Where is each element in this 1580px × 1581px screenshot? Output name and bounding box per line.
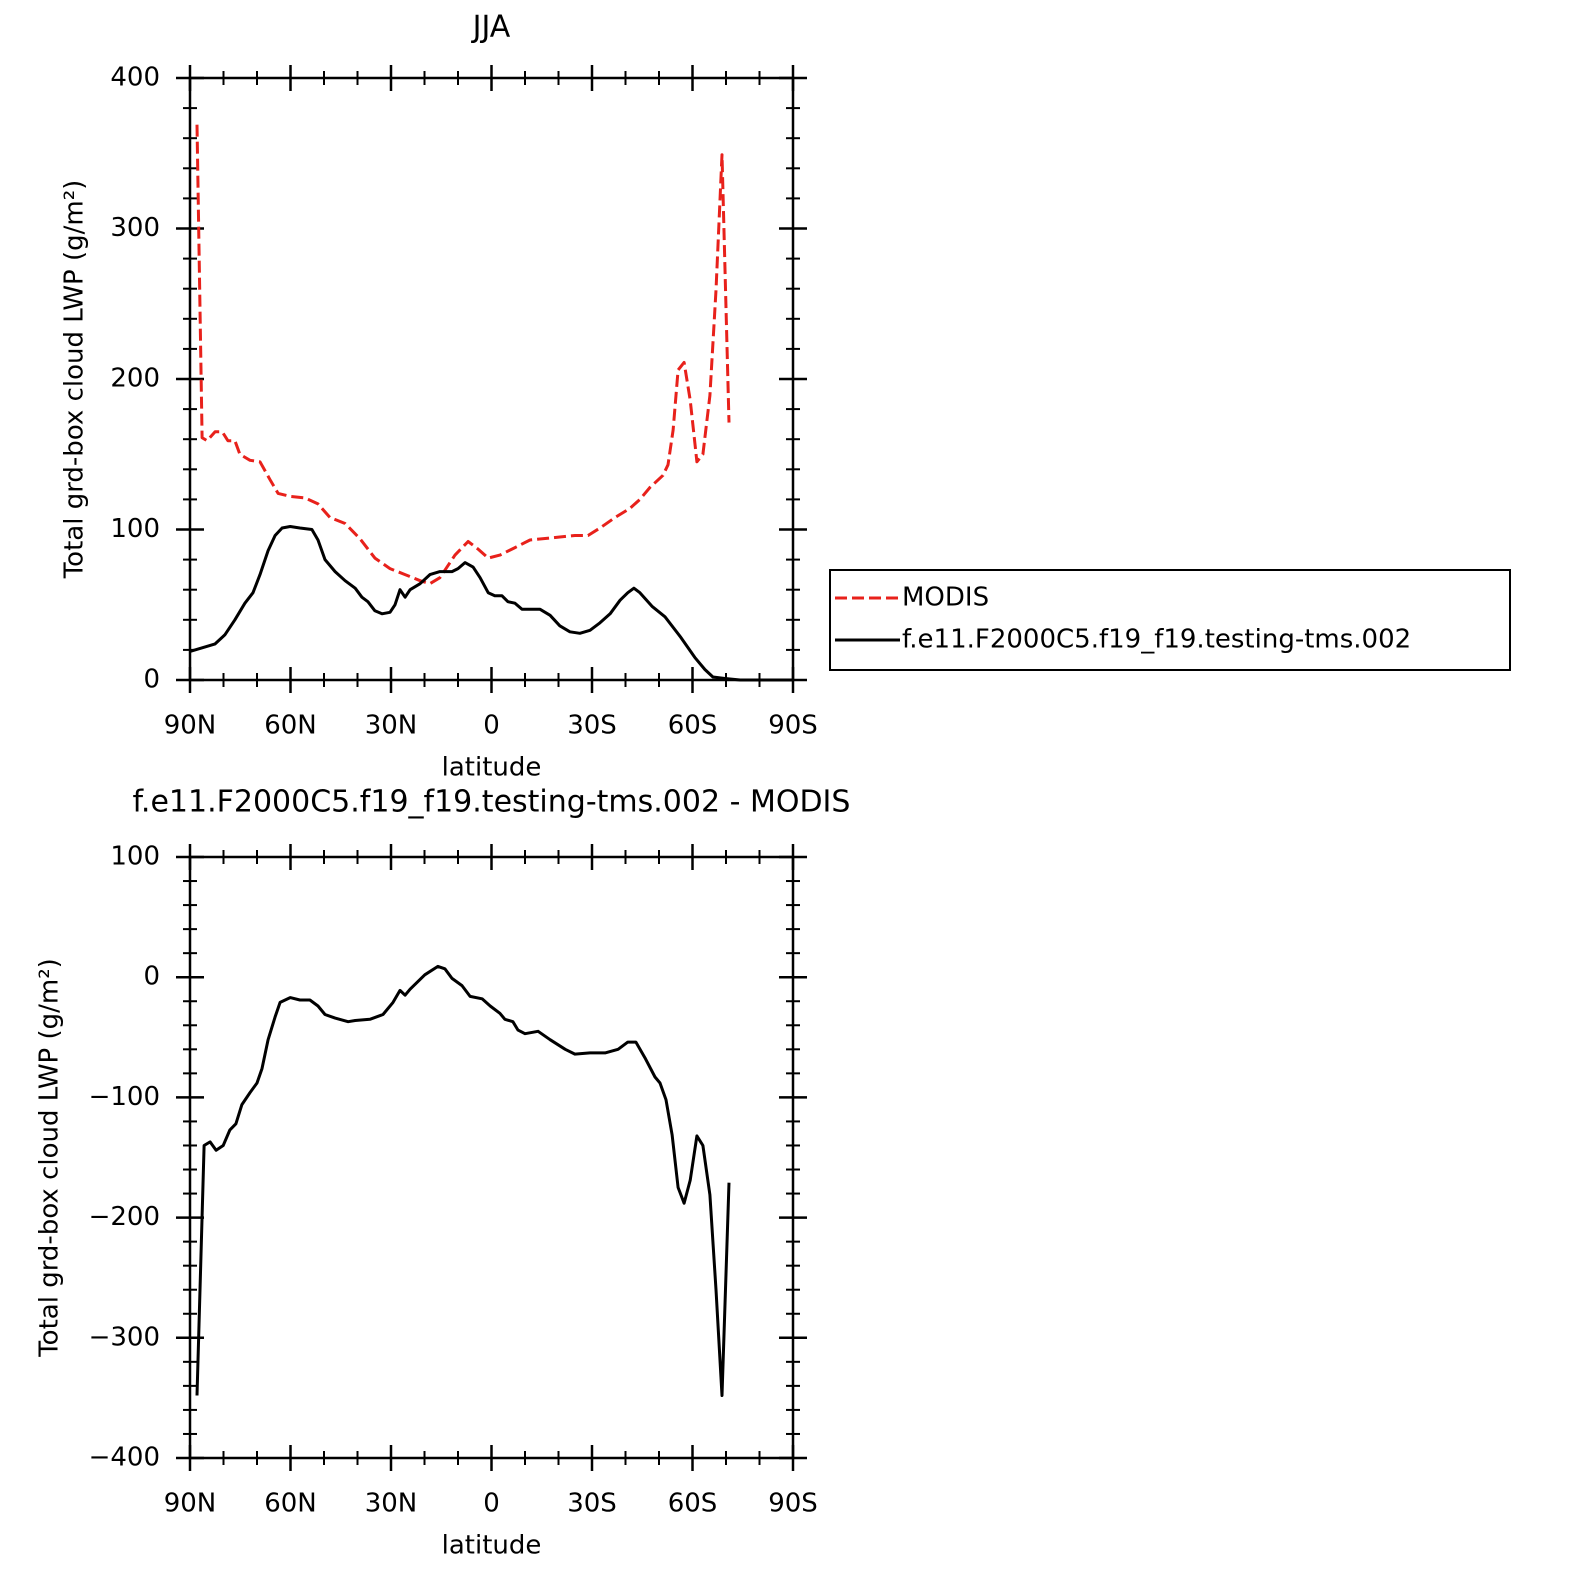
x-tick-label: 60S: [668, 1489, 718, 1519]
chart-title: JJA: [471, 10, 511, 45]
y-axis-label: Total grd-box cloud LWP (g/m²): [35, 958, 65, 1358]
x-tick-label: 60N: [264, 711, 317, 741]
x-tick-label: 90S: [768, 711, 818, 741]
x-tick-label: 30N: [365, 711, 418, 741]
data-line: [195, 124, 731, 586]
y-tick-label: −200: [89, 1202, 160, 1232]
x-axis-label: latitude: [442, 1531, 542, 1561]
y-tick-label: −300: [89, 1322, 160, 1352]
legend-box: [829, 569, 1511, 671]
x-axis-label: latitude: [442, 753, 542, 783]
plot-frame: [188, 855, 795, 1460]
x-tick-label: 30S: [567, 1489, 617, 1519]
x-tick-label: 90N: [164, 1489, 217, 1519]
y-axis-label: Total grd-box cloud LWP (g/m²): [60, 180, 90, 580]
x-tick-label: 60N: [264, 1489, 317, 1519]
legend-label: MODIS: [902, 583, 989, 613]
x-tick-label: 0: [483, 1489, 500, 1519]
data-line: [195, 964, 731, 1397]
x-tick-label: 30N: [365, 1489, 418, 1519]
legend-label: f.e11.F2000C5.f19_f19.testing-tms.002: [902, 625, 1411, 655]
y-tick-label: −400: [89, 1443, 160, 1473]
y-tick-label: −100: [89, 1082, 160, 1112]
chart-title: f.e11.F2000C5.f19_f19.testing-tms.002 - …: [133, 785, 851, 820]
x-tick-label: 90S: [768, 1489, 818, 1519]
data-line: [189, 525, 793, 682]
x-tick-label: 60S: [668, 711, 718, 741]
x-tick-label: 90N: [164, 711, 217, 741]
x-tick-label: 30S: [567, 711, 617, 741]
y-tick-label: 0: [143, 962, 160, 992]
x-tick-label: 0: [483, 711, 500, 741]
y-tick-label: 300: [110, 213, 160, 243]
y-tick-label: 100: [110, 842, 160, 872]
y-tick-label: 100: [110, 514, 160, 544]
y-tick-label: 400: [110, 63, 160, 93]
y-tick-label: 0: [143, 665, 160, 695]
plot-frame: [188, 76, 795, 682]
y-tick-label: 200: [110, 364, 160, 394]
